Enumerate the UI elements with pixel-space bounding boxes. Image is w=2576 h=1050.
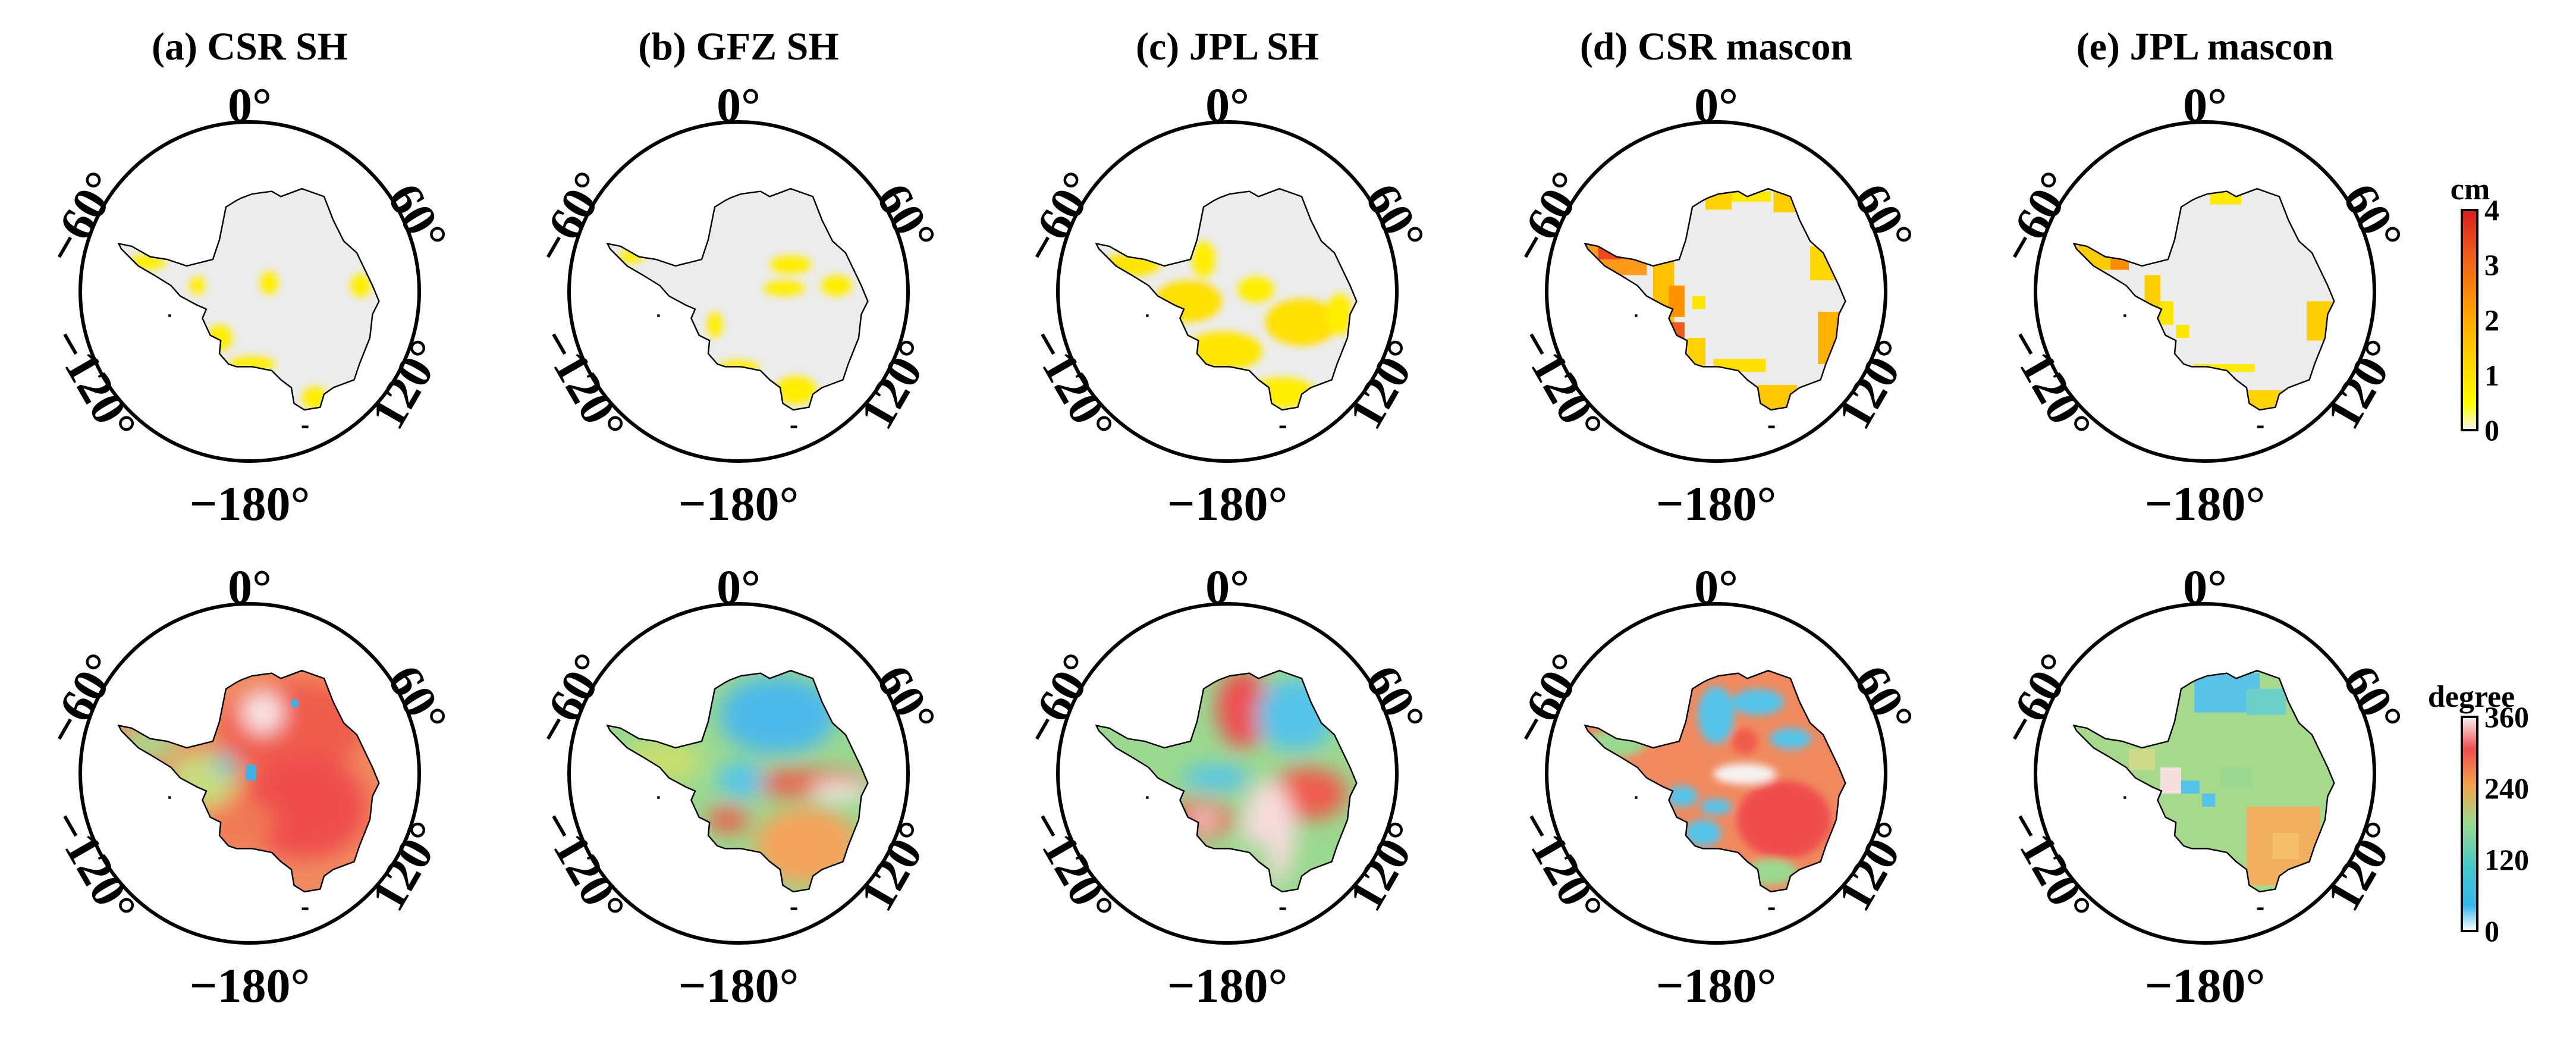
longitude-label-top: 0° [228,78,272,132]
colorbar-amplitude-tick: 2 [2484,303,2499,337]
panel-title-b: (b) GFZ SH [638,25,838,68]
map-b-amplitude [567,120,910,463]
colorbar-amplitude-tick: 0 [2484,413,2499,447]
longitude-label-top: 0° [717,560,761,614]
map-c-phase [1056,602,1399,945]
panel-title-c: (c) JPL SH [1136,25,1319,68]
longitude-label-bottom: −180° [1167,958,1288,1013]
map-d-phase [1545,602,1887,945]
colorbar-amplitude-title: cm [2451,173,2490,206]
longitude-label-bottom: −180° [190,958,310,1013]
colorbar-phase-bar [2461,716,2478,932]
colorbar-phase-tick: 0 [2484,914,2499,948]
panel-titles: (a) CSR SH (b) GFZ SH (c) JPL SH (d) CSR… [152,25,2333,68]
longitude-label-bottom: −180° [1167,477,1288,531]
longitude-label-bottom: −180° [1656,477,1777,531]
panel-title-d: (d) CSR mascon [1580,25,1852,68]
map-b-phase [567,602,910,945]
colorbar-amplitude-tick: 3 [2484,248,2499,281]
longitude-label-top: 0° [1205,78,1249,132]
colorbar-phase-tick: 120 [2484,843,2529,876]
map-e-phase [2034,602,2376,945]
map-a-amplitude [78,120,421,463]
map-d-amplitude [1545,120,1887,463]
longitude-label-top: 0° [228,560,272,614]
map-e-amplitude [2034,120,2376,463]
colorbar-phase-title: degree [2428,680,2515,714]
longitude-label-top: 0° [2183,560,2227,614]
longitude-label-top: 0° [1205,560,1249,614]
antarctica-landmass [1584,669,1846,910]
colorbar-amplitude-tick: 1 [2484,359,2499,392]
antarctica-landmass [607,187,869,428]
antarctica-landmass [118,669,380,910]
longitude-label-bottom: −180° [190,477,310,531]
map-c-amplitude [1056,120,1399,463]
longitude-label-top: 0° [1694,560,1738,614]
longitude-label-top: 0° [1694,78,1738,132]
colorbar-phase-tick: 360 [2484,700,2529,734]
longitude-label-bottom: −180° [1656,958,1777,1013]
panel-title-a: (a) CSR SH [152,25,348,68]
colorbar-phase: degree 360 240 120 0 [2428,680,2529,948]
longitude-label-bottom: −180° [2145,958,2266,1013]
map-a-phase [78,602,421,945]
longitude-label-bottom: −180° [2145,477,2266,531]
longitude-label-top: 0° [2183,78,2227,132]
colorbar-amplitude-bar [2461,209,2478,431]
colorbar-phase-tick: 240 [2484,772,2529,805]
colorbar-amplitude: cm 4 3 2 1 0 [2451,173,2499,447]
colorbar-amplitude-tick: 4 [2484,193,2499,227]
longitude-label-bottom: −180° [678,477,799,531]
longitude-label-bottom: −180° [678,958,799,1013]
longitude-label-top: 0° [717,78,761,132]
map-grid [78,120,2376,945]
panel-title-e: (e) JPL mascon [2076,25,2334,68]
